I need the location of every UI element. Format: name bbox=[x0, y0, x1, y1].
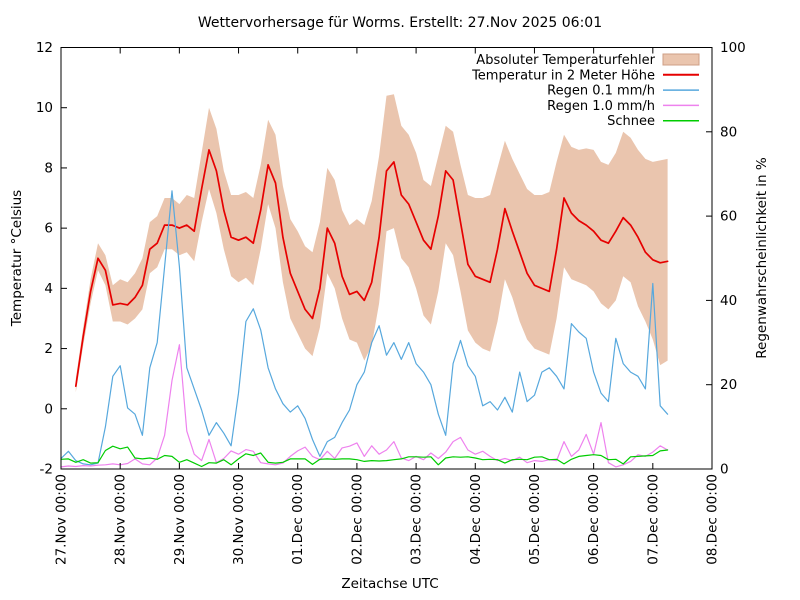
temperature-line bbox=[74, 149, 669, 388]
legend-swatch-band bbox=[662, 53, 700, 66]
y-tick-label-left: 8 bbox=[44, 160, 53, 176]
y-tick-label-left: 2 bbox=[44, 341, 53, 357]
x-tick-label: 05.Dec 00:00 bbox=[527, 474, 543, 565]
y-tick-label-right: 80 bbox=[720, 124, 737, 140]
x-tick-label: 08.Dec 00:00 bbox=[705, 474, 721, 565]
y-tick-label-left: 0 bbox=[44, 401, 53, 417]
x-tick-label: 27.Nov 00:00 bbox=[54, 474, 70, 565]
legend-label: Schnee bbox=[607, 114, 655, 129]
y-tick-label-right: 0 bbox=[720, 462, 729, 478]
legend-label: Regen 0.1 mm/h bbox=[547, 84, 655, 99]
y-axis-label-right: Regenwahrscheinlichkeit in % bbox=[754, 157, 770, 359]
y-tick-label-right: 20 bbox=[720, 377, 737, 393]
y-axis-label-left: Temperatur °Celsius bbox=[9, 190, 25, 327]
y-tick-label-left: 12 bbox=[36, 40, 53, 56]
legend-label: Temperatur in 2 Meter Höhe bbox=[471, 68, 655, 83]
x-axis-label: Zeitachse UTC bbox=[341, 576, 438, 592]
x-tick-label: 04.Dec 00:00 bbox=[468, 474, 484, 565]
y-tick-label-left: -2 bbox=[40, 462, 53, 478]
y-tick-label-right: 40 bbox=[720, 293, 737, 309]
x-tick-label: 07.Dec 00:00 bbox=[645, 474, 661, 565]
y-tick-label-left: 6 bbox=[44, 221, 53, 237]
plot-area: 27.Nov 00:00 28.Nov 00:00 29.Nov 00:00 30.N… bbox=[36, 40, 746, 565]
x-tick-label: 02.Dec 00:00 bbox=[349, 474, 365, 565]
x-tick-label: 28.Nov 00:00 bbox=[113, 474, 129, 565]
x-tick-label: 06.Dec 00:00 bbox=[586, 474, 602, 565]
chart-title: Wettervorhersage für Worms. Erstellt: 27… bbox=[198, 15, 602, 31]
y-tick-label-right: 100 bbox=[720, 40, 746, 56]
temperature-error-band bbox=[75, 94, 668, 393]
legend-label: Absoluter Temperaturfehler bbox=[476, 53, 655, 68]
x-tick-label: 30.Nov 00:00 bbox=[231, 474, 247, 565]
x-tick-label: 03.Dec 00:00 bbox=[409, 474, 425, 565]
x-tick-label: 01.Dec 00:00 bbox=[290, 474, 306, 565]
y-tick-label-right: 60 bbox=[720, 209, 737, 225]
snow-line bbox=[60, 445, 669, 468]
rain-01mmh-line bbox=[60, 190, 669, 466]
legend-label: Regen 1.0 mm/h bbox=[547, 99, 655, 114]
y-tick-label-left: 4 bbox=[44, 281, 53, 297]
plot-border bbox=[60, 47, 713, 470]
x-tick-label: 29.Nov 00:00 bbox=[172, 474, 188, 565]
rain-10mmh-line bbox=[60, 344, 669, 468]
y-tick-label-left: 10 bbox=[36, 100, 53, 116]
